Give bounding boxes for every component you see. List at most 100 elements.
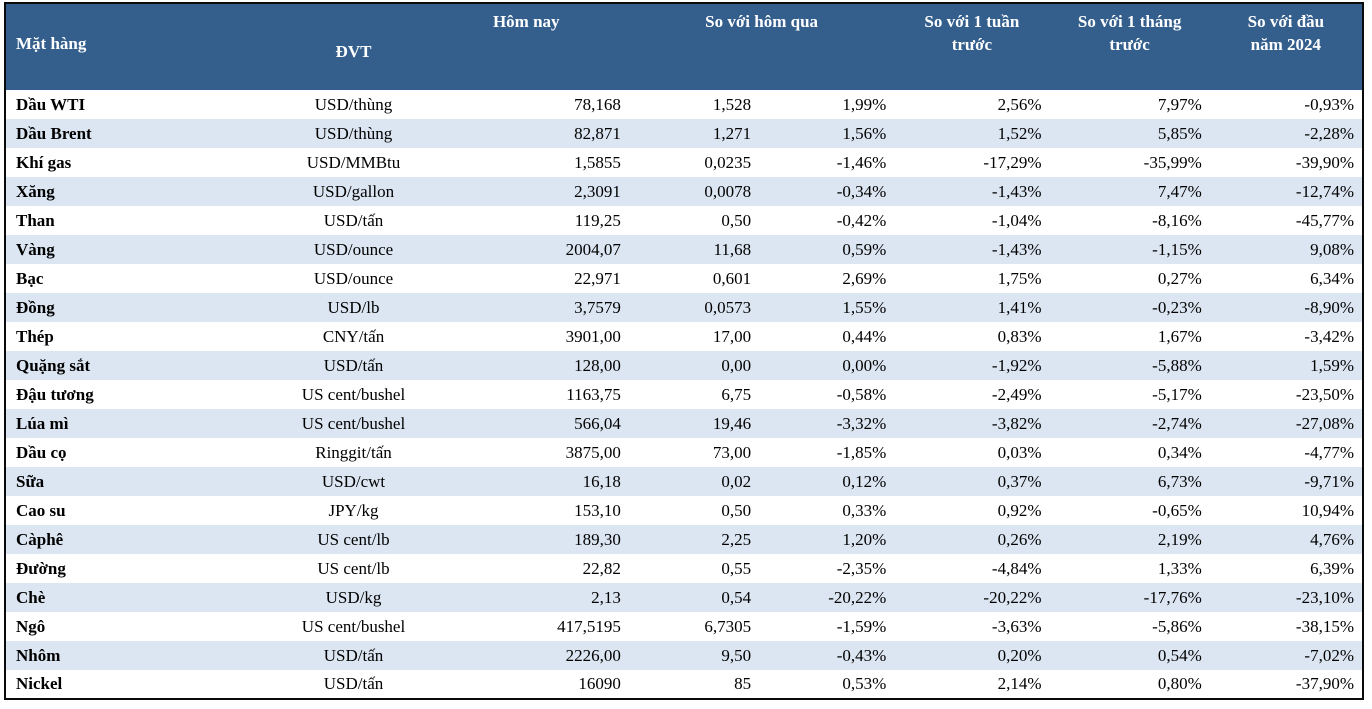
cell-month-pct: 5,85% (1157, 123, 1202, 143)
table-row: Lúa mì US cent/bushel 566,04 19,46 -3,32% -3,… (5, 409, 1363, 438)
cell-month-pct: -0,65% (1152, 500, 1202, 520)
cell-week-pct: 0,92% (997, 500, 1042, 520)
cell-month-pct: -5,17% (1152, 384, 1202, 404)
cell-item: Dầu WTI (16, 94, 86, 114)
cell-item: Ngô (16, 616, 46, 636)
table-row: Xăng USD/gallon 2,3091 0,0078 -0,34% -1,43% 7,… (5, 177, 1363, 206)
cell-week-pct: 1,52% (997, 123, 1042, 143)
cell-today: 3901,00 (565, 326, 621, 346)
cell-change-abs: 0,02 (721, 471, 752, 491)
cell-change-pct: 1,99% (842, 94, 887, 114)
cell-week-pct: -1,04% (991, 210, 1042, 230)
cell-change-pct: -1,59% (836, 616, 887, 636)
cell-today: 2004,07 (565, 239, 621, 259)
cell-unit: USD/kg (325, 587, 382, 607)
cell-today: 153,10 (574, 500, 621, 520)
cell-today: 3875,00 (565, 442, 621, 462)
table-row: Chè USD/kg 2,13 0,54 -20,22% -20,22% -17,76% -2… (5, 583, 1363, 612)
cell-item: Thép (16, 326, 54, 346)
cell-change-abs: 85 (734, 674, 752, 693)
table-row: Nickel USD/tấn 16090 85 0,53% 2,14% 0,80% -37,9… (5, 670, 1363, 699)
cell-item: Sữa (16, 471, 45, 491)
cell-change-pct: 2,69% (842, 268, 887, 288)
cell-week-pct: -1,92% (991, 355, 1042, 375)
cell-today: 2226,00 (565, 645, 621, 665)
cell-change-pct: -0,43% (836, 645, 887, 665)
cell-unit: US cent/bushel (301, 413, 406, 433)
cell-week-pct: -2,49% (991, 384, 1042, 404)
cell-change-abs: 0,0235 (704, 152, 752, 172)
cell-week-pct: 0,37% (997, 471, 1042, 491)
cell-week-pct: 2,56% (997, 94, 1042, 114)
cell-unit: US cent/lb (317, 529, 390, 549)
cell-unit: US cent/bushel (301, 616, 406, 636)
cell-week-pct: -3,82% (991, 413, 1042, 433)
table-row: Quặng sắt USD/tấn 128,00 0,00 0,00% -1,92% -5,… (5, 351, 1363, 380)
cell-today: 2,3091 (574, 181, 621, 201)
cell-item: Quặng sắt (16, 355, 91, 375)
cell-ytd-pct: -23,50% (1295, 384, 1354, 404)
cell-ytd-pct: -38,15% (1295, 616, 1354, 636)
header-row: Mặt hàng ĐVT Hôm nay So với hôm qua So v… (5, 3, 1363, 90)
col-header-vs-yesterday: So với hôm qua (628, 3, 895, 90)
cell-ytd-pct: 9,08% (1310, 239, 1354, 259)
cell-month-pct: 0,80% (1157, 674, 1202, 693)
cell-change-pct: 0,33% (842, 500, 887, 520)
cell-unit: USD/tấn (323, 355, 384, 375)
cell-month-pct: 1,67% (1157, 326, 1202, 346)
cell-unit: US cent/bushel (301, 384, 406, 404)
cell-month-pct: 2,19% (1157, 529, 1202, 549)
cell-ytd-pct: -2,28% (1304, 123, 1354, 143)
cell-month-pct: 0,54% (1157, 645, 1202, 665)
cell-change-pct: 0,12% (842, 471, 887, 491)
cell-change-abs: 11,68 (713, 239, 752, 259)
table-row: Càphê US cent/lb 189,30 2,25 1,20% 0,26% 2,19%… (5, 525, 1363, 554)
table-row: Khí gas USD/MMBtu 1,5855 0,0235 -1,46% -17,29… (5, 148, 1363, 177)
cell-item: Dầu cọ (16, 442, 67, 462)
cell-change-abs: 0,55 (721, 558, 752, 578)
cell-change-pct: -0,58% (836, 384, 887, 404)
cell-change-abs: 6,7305 (704, 616, 752, 636)
cell-change-pct: 1,56% (842, 123, 887, 143)
cell-week-pct: 0,83% (997, 326, 1042, 346)
cell-unit: USD/thùng (314, 123, 393, 143)
cell-today: 3,7579 (574, 297, 621, 317)
cell-month-pct: -5,86% (1152, 616, 1202, 636)
cell-item: Xăng (16, 181, 55, 201)
cell-ytd-pct: -37,90% (1295, 674, 1354, 693)
cell-item: Bạc (16, 268, 44, 288)
cell-today: 16090 (578, 674, 621, 693)
cell-ytd-pct: -4,77% (1304, 442, 1354, 462)
cell-unit: USD/tấn (323, 674, 384, 693)
cell-month-pct: -35,99% (1143, 152, 1202, 172)
cell-unit: USD/tấn (323, 210, 384, 230)
cell-ytd-pct: -39,90% (1295, 152, 1354, 172)
cell-today: 78,168 (574, 94, 621, 114)
cell-unit: Ringgit/tấn (315, 442, 392, 462)
table-row: Đồng USD/lb 3,7579 0,0573 1,55% 1,41% -0,23% -8… (5, 293, 1363, 322)
cell-unit: CNY/tấn (322, 326, 385, 346)
cell-unit: USD/ounce (313, 268, 394, 288)
cell-change-abs: 0,50 (721, 500, 752, 520)
cell-change-abs: 0,601 (712, 268, 752, 288)
table-row: Thép CNY/tấn 3901,00 17,00 0,44% 0,83% 1,67% -3… (5, 322, 1363, 351)
cell-item: Càphê (16, 529, 64, 549)
cell-change-pct: 0,44% (842, 326, 887, 346)
cell-ytd-pct: -8,90% (1304, 297, 1354, 317)
cell-month-pct: 1,33% (1157, 558, 1202, 578)
cell-month-pct: 0,27% (1157, 268, 1202, 288)
cell-month-pct: 7,97% (1157, 94, 1202, 114)
cell-item: Nickel (16, 674, 63, 693)
cell-change-abs: 19,46 (712, 413, 752, 433)
cell-unit: USD/MMBtu (306, 152, 401, 172)
cell-change-pct: 1,20% (842, 529, 887, 549)
cell-today: 82,871 (574, 123, 621, 143)
table-row: Bạc USD/ounce 22,971 0,601 2,69% 1,75% 0,27% 6,… (5, 264, 1363, 293)
cell-change-pct: -20,22% (828, 587, 887, 607)
cell-item: Than (16, 210, 55, 230)
cell-week-pct: -17,29% (983, 152, 1042, 172)
cell-ytd-pct: -23,10% (1295, 587, 1354, 607)
cell-unit: US cent/lb (317, 558, 390, 578)
cell-month-pct: -17,76% (1143, 587, 1202, 607)
cell-today: 2,13 (591, 587, 621, 607)
